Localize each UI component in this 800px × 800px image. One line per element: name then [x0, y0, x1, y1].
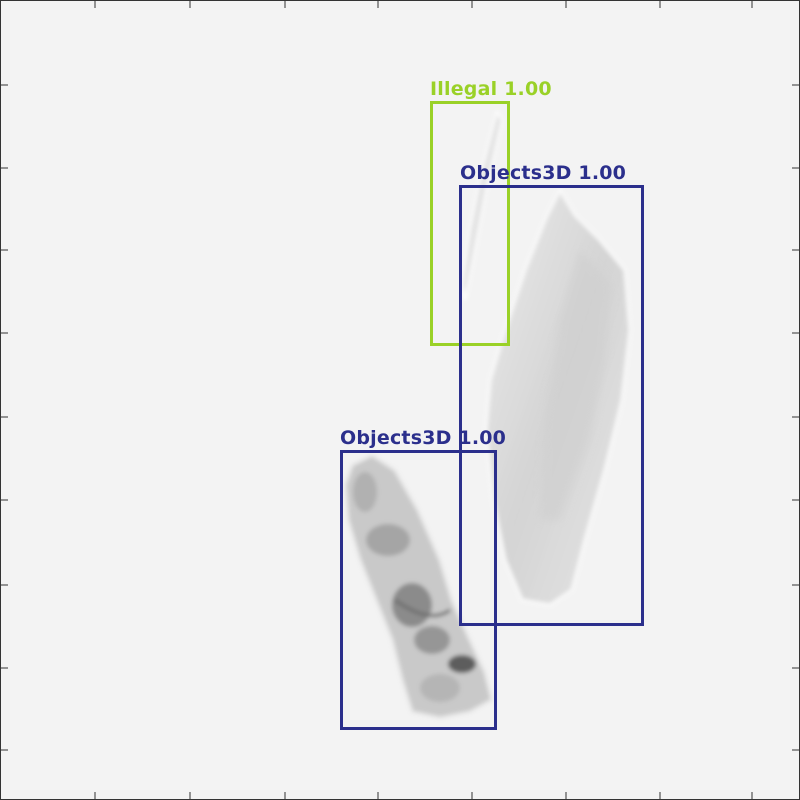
detection-box-objects3d-1 — [459, 185, 644, 626]
sliver-object — [460, 109, 504, 301]
detection-box-illegal — [430, 101, 510, 346]
detection-label-objects3d-1: Objects3D 1.00 — [460, 162, 627, 184]
detection-label-objects3d-2: Objects3D 1.00 — [340, 427, 507, 449]
shoe-object — [343, 453, 494, 720]
detection-label-illegal: Illegal 1.00 — [430, 78, 552, 100]
detection-box-objects3d-2 — [340, 450, 497, 730]
